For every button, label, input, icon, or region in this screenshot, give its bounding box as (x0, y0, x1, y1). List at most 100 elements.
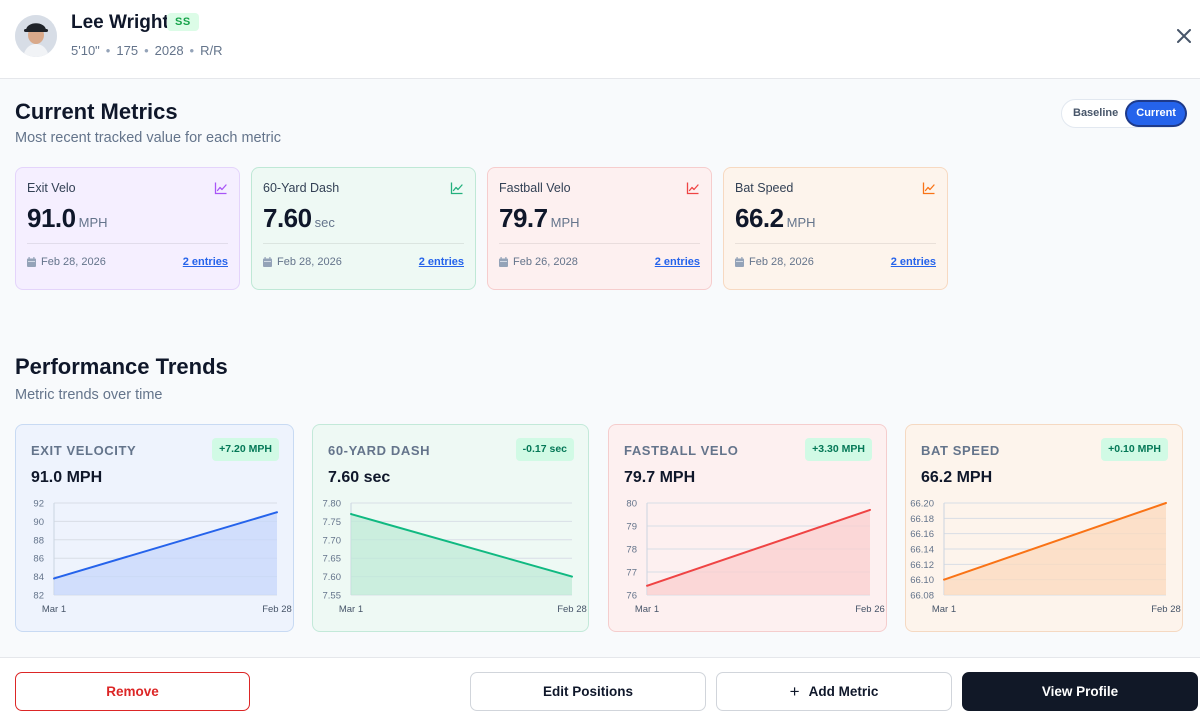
trend-chart: 7.55 7.60 7.65 7.70 7.75 7.80 Mar 1 Feb 28 (323, 499, 587, 616)
y-tick-label: 7.65 (323, 554, 342, 565)
data-point (276, 511, 278, 514)
trend-delta-badge: +7.20 MPH (212, 438, 279, 461)
performance-trends-title: Performance Trends (15, 354, 228, 379)
entries-link[interactable]: 2 entries (654, 256, 700, 268)
data-point (53, 577, 55, 580)
metric-unit: MPH (550, 215, 580, 230)
trend-line (943, 502, 1167, 581)
entries-link[interactable]: 2 entries (890, 256, 936, 268)
metric-card: Fastball Velo 79.7 MPH Feb 26, 2028 2 entrie… (487, 167, 712, 290)
y-tick-label: 7.55 (323, 591, 342, 602)
data-point (1165, 502, 1167, 504)
y-tick-label: 66.14 (910, 545, 934, 556)
trend-value: 79.7 MPH (624, 469, 696, 486)
metric-card: Bat Speed 66.2 MPH Feb 28, 2026 2 entries (723, 167, 948, 290)
trend-area (351, 514, 572, 595)
trend-value: 91.0 MPH (31, 469, 103, 486)
close-icon (1177, 29, 1191, 43)
metric-label: Bat Speed (735, 181, 794, 195)
y-tick-label: 84 (33, 572, 44, 583)
current-metrics-title: Current Metrics (15, 99, 178, 124)
x-tick-label: Mar 1 (932, 604, 956, 615)
metric-date: Feb 26, 2028 (499, 256, 578, 268)
metric-date-text: Feb 28, 2026 (749, 256, 814, 268)
view-profile-button[interactable]: View Profile (962, 672, 1198, 711)
y-tick-label: 66.12 (910, 560, 934, 571)
position-badge: SS (167, 13, 199, 31)
separator-dot: • (189, 43, 195, 58)
trend-chart: 82 84 86 88 90 92 Mar 1 Feb 28 (33, 499, 292, 616)
card-divider (263, 243, 464, 244)
y-tick-label: 66.20 (910, 499, 934, 510)
y-tick-label: 66.18 (910, 514, 934, 525)
y-tick-label: 90 (33, 517, 44, 528)
y-tick-label: 7.60 (323, 572, 342, 583)
metric-label: Exit Velo (27, 181, 76, 195)
trend-card: BAT SPEED +0.10 MPH 66.2 MPH 66.08 66.10 66.1… (905, 424, 1183, 632)
separator-dot: • (105, 43, 111, 58)
trend-chart: 66.08 66.10 66.12 66.14 66.16 66.18 66.20 Mar 1… (910, 499, 1181, 616)
toggle-baseline[interactable]: Baseline (1073, 107, 1119, 119)
metric-value: 91.0 MPH (27, 203, 108, 234)
trend-delta-badge: -0.17 sec (515, 438, 574, 461)
metric-value: 66.2 MPH (735, 203, 816, 234)
y-tick-label: 78 (626, 545, 637, 556)
y-tick-label: 7.70 (323, 535, 342, 546)
plus-icon: + (789, 681, 800, 701)
x-tick-label: Feb 28 (557, 604, 587, 615)
trend-label: 60-YARD DASH (328, 443, 431, 458)
trend-chart-icon (922, 182, 935, 195)
trend-area (54, 512, 277, 595)
player-bats-throws: R/R (200, 43, 223, 58)
data-point (646, 584, 648, 587)
metric-unit: MPH (78, 215, 108, 230)
player-header: Lee Wright SS 5'10" • 175 • 2028 • R/R (0, 0, 1200, 79)
calendar-icon (499, 257, 508, 267)
trend-chart-icon (214, 182, 227, 195)
metric-unit: MPH (786, 215, 816, 230)
x-tick-label: Mar 1 (42, 604, 66, 615)
trend-area (647, 509, 870, 595)
trend-chart: 76 77 78 79 80 Mar 1 Feb 26 (626, 499, 884, 616)
trend-chart-icon (450, 182, 463, 195)
x-tick-label: Feb 28 (1151, 604, 1181, 615)
player-name: Lee Wright (71, 12, 169, 33)
y-tick-label: 7.75 (323, 517, 342, 528)
trend-delta-badge: +3.30 MPH (805, 438, 872, 461)
metric-value-number: 7.60 (263, 203, 312, 233)
baseline-current-toggle: Baseline Current (1061, 99, 1185, 128)
y-tick-label: 66.10 (910, 575, 934, 586)
metric-value-number: 91.0 (27, 203, 76, 233)
trend-card: FASTBALL VELO +3.30 MPH 79.7 MPH 76 77 78 79 80… (608, 424, 887, 632)
trend-card: EXIT VELOCITY +7.20 MPH 91.0 MPH 82 84 86 88 90… (15, 424, 294, 632)
metric-unit: sec (314, 215, 335, 230)
card-divider (499, 243, 700, 244)
separator-dot: • (144, 43, 149, 58)
add-metric-button[interactable]: + Add Metric (716, 672, 952, 711)
y-tick-label: 7.80 (323, 499, 342, 510)
x-tick-label: Feb 28 (262, 604, 292, 615)
toggle-current[interactable]: Current (1127, 102, 1185, 125)
card-divider (735, 243, 936, 244)
edit-positions-button[interactable]: Edit Positions (470, 672, 706, 711)
metric-date-text: Feb 28, 2026 (277, 256, 342, 268)
entries-link[interactable]: 2 entries (182, 256, 228, 268)
data-point (869, 508, 871, 511)
trend-line (53, 511, 278, 580)
metric-value: 7.60 sec (263, 203, 335, 234)
metric-date-text: Feb 26, 2028 (513, 256, 578, 268)
metric-value-number: 66.2 (735, 203, 784, 233)
metric-date: Feb 28, 2026 (27, 256, 106, 268)
trend-card: 60-YARD DASH -0.17 sec 7.60 sec 7.55 7.60 7.6… (312, 424, 589, 632)
entries-link[interactable]: 2 entries (418, 256, 464, 268)
current-metrics-subtitle: Most recent tracked value for each metri… (15, 130, 281, 146)
metric-date: Feb 28, 2026 (735, 256, 814, 268)
close-button[interactable] (1172, 24, 1196, 48)
y-tick-label: 80 (626, 499, 637, 510)
remove-button[interactable]: Remove (15, 672, 250, 711)
data-point (350, 513, 352, 516)
player-weight: 175 (116, 43, 139, 58)
trend-label: EXIT VELOCITY (31, 443, 137, 458)
metric-label: Fastball Velo (499, 181, 571, 195)
trend-delta-badge: +0.10 MPH (1101, 438, 1168, 461)
